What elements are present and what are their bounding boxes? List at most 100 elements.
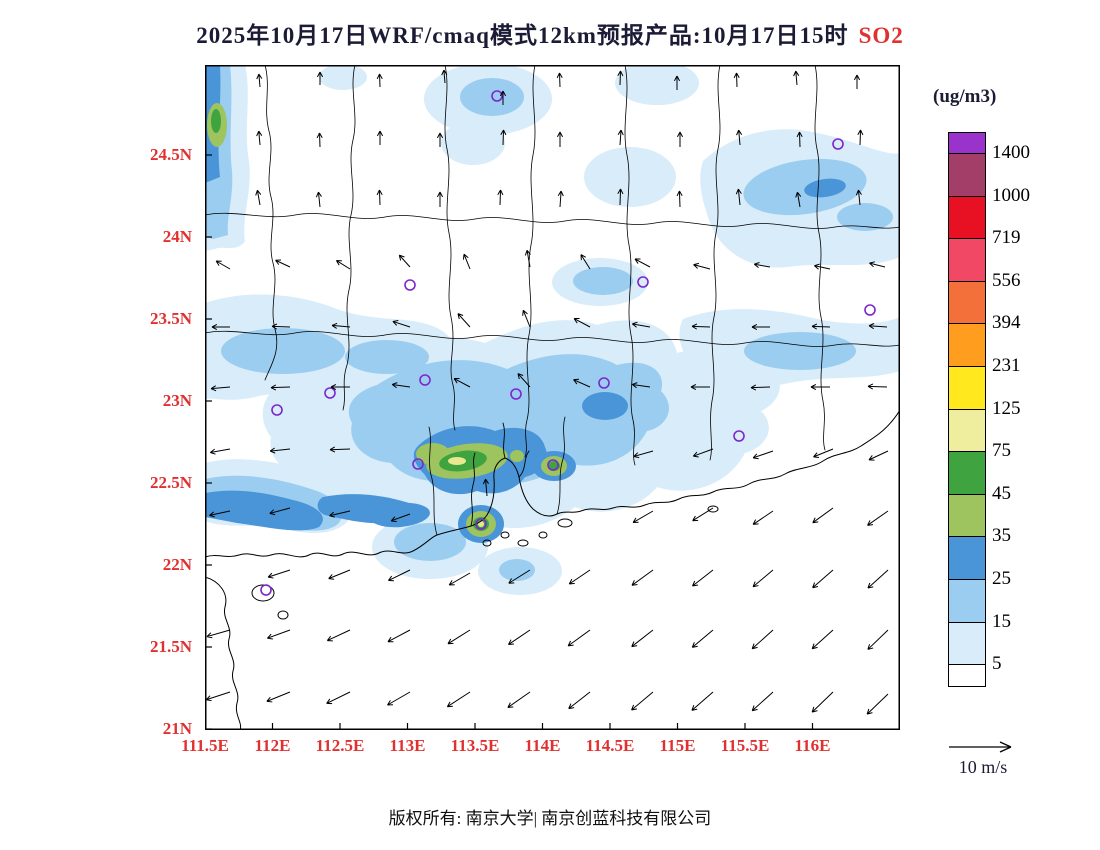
wind-arrow [691, 323, 711, 330]
wind-arrow [556, 131, 564, 147]
wind-arrow [329, 446, 351, 453]
wind-reference: 10 m/s [940, 738, 1026, 778]
wind-arrow [331, 322, 351, 329]
wind-arrow [736, 129, 743, 146]
city-marker [419, 374, 431, 386]
lat-label: 24.5N [149, 145, 192, 164]
lat-label: 23N [162, 391, 192, 410]
longitude-axis: 111.5E 112E 112.5E 113E 113.5E 114E 114.5E 115E… [181, 736, 905, 760]
latitude-axis: 24.5N 24N 23.5N 23N 22.5N 22N 21.5N 21N [0, 65, 198, 738]
wind-arrow [752, 450, 774, 460]
wind-arrow [270, 384, 291, 391]
wind-arrow [266, 691, 291, 703]
lon-label: 114.5E [585, 736, 635, 755]
wind-arrow [796, 131, 803, 148]
wind-arrow [693, 262, 711, 270]
lon-label: 111.5E [181, 736, 229, 755]
wind-arrow [499, 90, 507, 105]
lon-label: 112E [254, 736, 291, 755]
wind-arrow [813, 448, 834, 458]
wind-arrow [390, 513, 411, 523]
wind-arrow [508, 629, 531, 646]
city-markers [260, 90, 876, 596]
colorbar-value: 125 [992, 397, 1021, 419]
colorbar-segment [949, 409, 985, 453]
concentration-contours [205, 65, 900, 595]
wind-arrow [753, 262, 771, 269]
colorbar-value: 556 [992, 269, 1021, 291]
wind-arrow [316, 132, 323, 148]
lat-label: 22N [162, 555, 192, 574]
wind-reference-arrow-icon [949, 741, 1012, 753]
wind-arrow [795, 191, 802, 208]
wind-arrow [436, 132, 444, 147]
colorbar-segment [949, 537, 985, 580]
wind-arrow [867, 510, 889, 526]
wind-arrow [751, 629, 774, 650]
wind-arrow [206, 629, 231, 639]
wind-arrow [329, 510, 351, 518]
wind-arrow [497, 189, 504, 206]
wind-arrow [692, 507, 714, 522]
colorbar-value: 45 [992, 482, 1011, 504]
colorbar-value: 15 [992, 610, 1011, 632]
colorbar-segment [949, 665, 985, 687]
wind-arrow [316, 71, 324, 85]
wind-arrow [392, 319, 411, 328]
wind-arrow [446, 691, 471, 708]
lon-label: 115.5E [720, 736, 770, 755]
wind-arrow [211, 323, 230, 331]
lat-label: 21N [162, 719, 192, 738]
wind-arrow [517, 373, 531, 388]
wind-arrow [867, 383, 888, 390]
wind-arrow [522, 309, 531, 328]
colorbar-segment [949, 324, 985, 367]
wind-arrow [387, 629, 411, 643]
wind-arrow [557, 190, 564, 208]
colorbar-value: 1000 [992, 184, 1030, 206]
wind-arrow [811, 323, 831, 330]
wind-arrow [388, 569, 411, 582]
wind-arrow [810, 383, 830, 391]
city-marker [404, 279, 416, 291]
coastline-and-boundaries [205, 65, 900, 730]
colorbar-value: 394 [992, 312, 1021, 334]
lon-label: 112.5E [315, 736, 365, 755]
wind-arrow [853, 74, 861, 89]
colorbar-segment [949, 154, 985, 197]
colorbar-value: 231 [992, 355, 1021, 376]
wind-arrow [269, 447, 291, 454]
wind-arrow [634, 258, 651, 268]
city-marker [864, 304, 876, 316]
wind-arrow [507, 691, 531, 708]
wind-arrow [690, 383, 710, 391]
wind-arrow [376, 73, 383, 88]
title-species-label: SO2 [858, 23, 904, 48]
wind-arrow [692, 448, 714, 458]
wind-arrow [391, 382, 411, 389]
city-marker [510, 388, 522, 400]
colorbar-value: 35 [992, 525, 1011, 547]
wind-arrow [210, 385, 231, 392]
wind-arrow [812, 507, 834, 524]
wind-arrow [209, 448, 231, 455]
city-marker [412, 458, 424, 470]
wind-arrow [811, 691, 834, 713]
wind-arrow [793, 70, 800, 86]
wind-arrow [751, 691, 774, 712]
wind-arrow [441, 69, 448, 84]
wind-arrow [811, 629, 834, 650]
wind-arrow [448, 572, 471, 586]
wind-arrow [580, 254, 591, 270]
wind-arrow [447, 629, 471, 645]
city-marker [271, 404, 283, 416]
lat-label: 22.5N [149, 473, 192, 492]
colorbar-segment [949, 622, 985, 666]
lon-label: 115E [659, 736, 696, 755]
wind-arrow [633, 450, 654, 459]
wind-arrow [376, 189, 383, 206]
wind-arrow [735, 188, 742, 206]
wind-arrow [751, 323, 770, 331]
wind-arrow [453, 378, 471, 388]
